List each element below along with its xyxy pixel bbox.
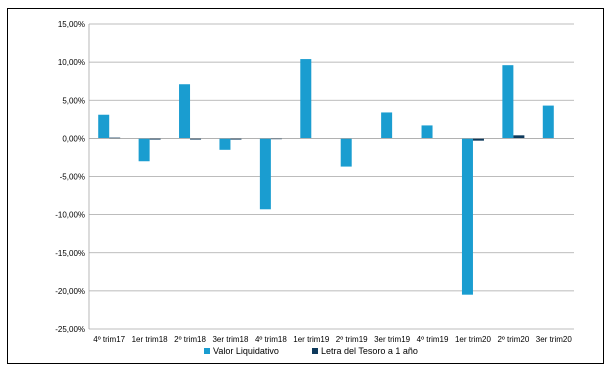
bar-valor-liquidativo bbox=[179, 84, 191, 139]
bar-valor-liquidativo bbox=[421, 125, 433, 139]
legend-label: Letra del Tesoro a 1 año bbox=[321, 346, 418, 356]
x-tick-label: 4º trim17 bbox=[93, 335, 125, 344]
x-tick-label: 1er trim20 bbox=[455, 335, 492, 344]
x-tick-label: 1er trim18 bbox=[132, 335, 169, 344]
legend-label: Valor Liquidativo bbox=[213, 346, 279, 356]
x-tick-label: 2º trim18 bbox=[174, 335, 206, 344]
legend-swatch bbox=[312, 348, 318, 354]
legend: Valor Liquidativo Letra del Tesoro a 1 añ… bbox=[204, 346, 418, 356]
y-tick-label: -25,00% bbox=[55, 325, 85, 334]
x-tick-label: 2º trim20 bbox=[497, 335, 529, 344]
y-tick-label: 15,00% bbox=[58, 20, 85, 29]
bar-valor-liquidativo bbox=[259, 138, 271, 210]
bar-valor-liquidativo bbox=[300, 59, 312, 139]
bar-valor-liquidativo bbox=[340, 138, 352, 167]
x-tick-label: 4º trim19 bbox=[417, 335, 449, 344]
x-axis-ticks: 4º trim17 1er trim18 2º trim18 3er trim18 4º… bbox=[93, 335, 572, 344]
x-tick-label: 2º trim19 bbox=[336, 335, 368, 344]
bar-valor-liquidativo bbox=[219, 138, 231, 150]
bar-letra-tesoro bbox=[513, 135, 525, 139]
y-tick-label: 0,00% bbox=[62, 134, 85, 143]
bars bbox=[89, 59, 574, 295]
bar-valor-liquidativo bbox=[542, 105, 554, 139]
y-tick-label: -5,00% bbox=[60, 173, 85, 182]
y-tick-label: -10,00% bbox=[55, 211, 85, 220]
x-tick-label: 4º trim18 bbox=[255, 335, 287, 344]
legend-swatch bbox=[204, 348, 210, 354]
bar-valor-liquidativo bbox=[98, 114, 110, 139]
bar-letra-tesoro bbox=[230, 138, 242, 140]
chart-frame: 15,00% 10,00% 5,00% 0,00% -5,00% -10,00% -15,0… bbox=[7, 8, 604, 364]
bar-valor-liquidativo bbox=[381, 112, 393, 139]
y-tick-label: 5,00% bbox=[62, 96, 85, 105]
bar-letra-tesoro bbox=[190, 138, 202, 140]
bar-valor-liquidativo bbox=[502, 65, 514, 139]
x-tick-label: 3er trim20 bbox=[536, 335, 573, 344]
y-axis-ticks: 15,00% 10,00% 5,00% 0,00% -5,00% -10,00% -15,0… bbox=[55, 20, 85, 334]
bar-letra-tesoro bbox=[472, 138, 484, 141]
bar-valor-liquidativo bbox=[461, 138, 473, 295]
bar-chart: 15,00% 10,00% 5,00% 0,00% -5,00% -10,00% -15,0… bbox=[55, 20, 574, 356]
x-tick-label: 1er trim19 bbox=[293, 335, 330, 344]
bar-valor-liquidativo bbox=[138, 138, 150, 162]
x-tick-label: 3er trim18 bbox=[212, 335, 249, 344]
y-tick-label: 10,00% bbox=[58, 58, 85, 67]
gridlines bbox=[88, 23, 574, 330]
x-tick-label: 3er trim19 bbox=[374, 335, 411, 344]
y-tick-label: -15,00% bbox=[55, 249, 85, 258]
bar-letra-tesoro bbox=[149, 138, 161, 140]
y-tick-label: -20,00% bbox=[55, 287, 85, 296]
